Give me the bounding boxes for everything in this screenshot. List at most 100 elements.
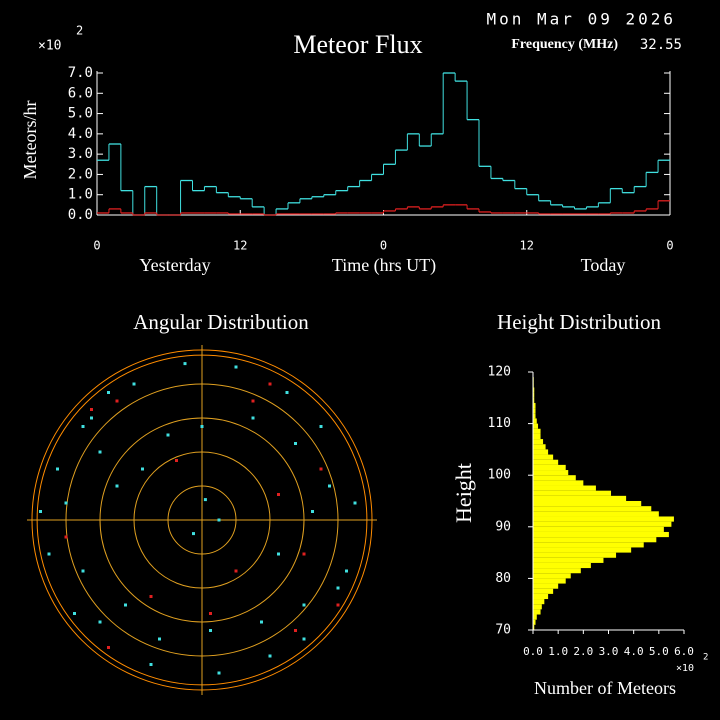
- meteor-point: [209, 629, 212, 632]
- chart-title: Angular Distribution: [133, 310, 309, 334]
- meteor-point: [115, 399, 119, 403]
- meteor-point: [234, 365, 238, 369]
- meteor-point: [47, 552, 51, 556]
- x-tick-label: 0: [380, 239, 387, 253]
- chart-title: Meteor Flux: [293, 30, 422, 59]
- x-tick-label: 0: [93, 239, 100, 253]
- meteor-point: [203, 498, 207, 502]
- meteor-point: [311, 510, 314, 513]
- meteor-point: [64, 535, 68, 539]
- histogram-bar: [533, 397, 535, 403]
- histogram-bar: [533, 439, 544, 445]
- meteor-point: [336, 586, 340, 590]
- histogram-bar: [533, 604, 542, 610]
- meteor-point: [158, 637, 161, 641]
- histogram-bar: [533, 624, 535, 630]
- meteor-point: [251, 399, 255, 403]
- day-label: Yesterday: [139, 255, 210, 275]
- meteor-point: [319, 425, 323, 428]
- y-tick-label: 4.0: [68, 126, 93, 142]
- meteor-point: [141, 467, 144, 471]
- meteor-point: [209, 612, 212, 615]
- y-tick-label: 100: [488, 468, 511, 483]
- histogram-bar: [533, 578, 566, 584]
- meteor-point: [64, 501, 68, 505]
- x-tick-label: 1.0: [548, 645, 568, 658]
- histogram-bar: [533, 464, 566, 471]
- meteor-point: [132, 382, 136, 386]
- y-tick-label: 0.0: [68, 207, 93, 223]
- x-tick-label: 6.0: [674, 645, 694, 658]
- histogram-bar: [533, 490, 612, 496]
- meteor-point: [73, 612, 76, 615]
- histogram-bar: [533, 516, 674, 522]
- histogram-bar: [533, 562, 591, 569]
- chart-title: Height Distribution: [497, 310, 661, 334]
- y-tick-label: 90: [495, 519, 511, 534]
- y-tick-label: 80: [495, 571, 511, 586]
- x-tick-label: 2.0: [573, 645, 593, 658]
- meteor-point: [107, 646, 110, 649]
- meteor-point: [260, 620, 263, 624]
- y-axis-title: Height: [451, 463, 476, 523]
- x-tick-label: 12: [233, 239, 247, 253]
- histogram-bar: [533, 521, 672, 527]
- histogram-bar: [533, 459, 559, 465]
- histogram-bar: [533, 428, 541, 434]
- meteor-point: [183, 362, 187, 366]
- y-tick-label: 3.0: [68, 146, 93, 162]
- x-tick-label: 0.0: [523, 645, 543, 658]
- histogram-bar: [533, 588, 554, 594]
- meteor-point: [81, 569, 85, 573]
- histogram-bar: [533, 433, 541, 440]
- frequency-label: Frequency (MHz): [511, 37, 618, 52]
- meteor-point: [115, 484, 119, 488]
- y-tick-label: 6.0: [68, 85, 93, 101]
- meteor-point: [98, 450, 102, 454]
- x-tick-label: 0: [666, 239, 673, 253]
- meteor-point: [336, 603, 340, 607]
- histogram-bar: [533, 413, 536, 419]
- meteor-point: [200, 425, 204, 428]
- histogram-bar: [533, 506, 652, 512]
- meteor-point: [302, 552, 306, 556]
- meteor-point: [319, 467, 323, 471]
- meteor-point: [175, 459, 178, 462]
- histogram-bar: [533, 619, 536, 625]
- y-tick-label: 110: [488, 416, 511, 431]
- frequency: 32.55: [640, 37, 682, 53]
- meteor-point: [56, 467, 59, 471]
- x-tick-label: 3.0: [599, 645, 619, 658]
- meteor-point: [217, 518, 221, 522]
- meteor-point: [90, 416, 93, 420]
- meteor-point: [328, 484, 331, 488]
- meteor-point: [166, 433, 170, 437]
- y-tick-label: 7.0: [68, 65, 93, 81]
- histogram-bar: [533, 495, 627, 501]
- meteor-point: [81, 425, 85, 428]
- x-tick-label: 5.0: [649, 645, 669, 658]
- meteor-point: [192, 532, 195, 536]
- meteor-point: [345, 569, 348, 573]
- y-multiplier-exp: 2: [76, 24, 83, 38]
- x-multiplier-exp: 2: [703, 653, 708, 663]
- histogram-bar: [533, 475, 576, 481]
- histogram-bar: [533, 583, 559, 589]
- histogram-bar: [533, 526, 664, 532]
- meteor-point: [268, 382, 272, 386]
- histogram-bar: [533, 568, 581, 574]
- histogram-bar: [533, 573, 571, 579]
- meteor-point: [107, 391, 110, 394]
- meteor-point: [217, 671, 221, 675]
- histogram-bar: [533, 485, 596, 491]
- histogram-bar: [533, 418, 537, 424]
- histogram-bar: [533, 501, 642, 507]
- histogram-bar: [533, 480, 584, 486]
- meteor-point: [98, 620, 102, 624]
- histogram-bar: [533, 402, 536, 409]
- histogram-bar: [533, 454, 554, 460]
- y-tick-label: 5.0: [68, 106, 93, 122]
- histogram-bar: [533, 531, 669, 538]
